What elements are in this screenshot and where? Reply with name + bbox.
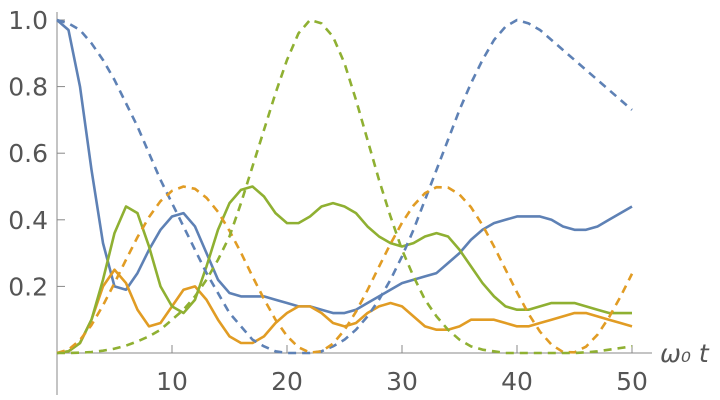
x-tick-label: 10: [156, 367, 188, 396]
y-tick-label: 1.0: [8, 6, 48, 35]
line: [56, 19, 633, 315]
dashed-line: [56, 185, 634, 355]
x-tick-label: 40: [501, 367, 533, 396]
x-tick-label: 50: [616, 367, 648, 396]
y-tick-label: 0.6: [8, 139, 48, 168]
y-tick-label: 0.8: [8, 73, 48, 102]
line: [56, 268, 633, 355]
line: [56, 185, 632, 355]
dashed-line: [56, 18, 633, 355]
x-tick-label: 30: [386, 367, 418, 396]
dashed-line: [57, 18, 633, 355]
x-axis-label: ω₀ t: [660, 339, 710, 368]
x-tick-label: 20: [271, 367, 303, 396]
y-tick-label: 0.2: [8, 272, 48, 301]
y-tick-label: 0.4: [8, 206, 48, 235]
